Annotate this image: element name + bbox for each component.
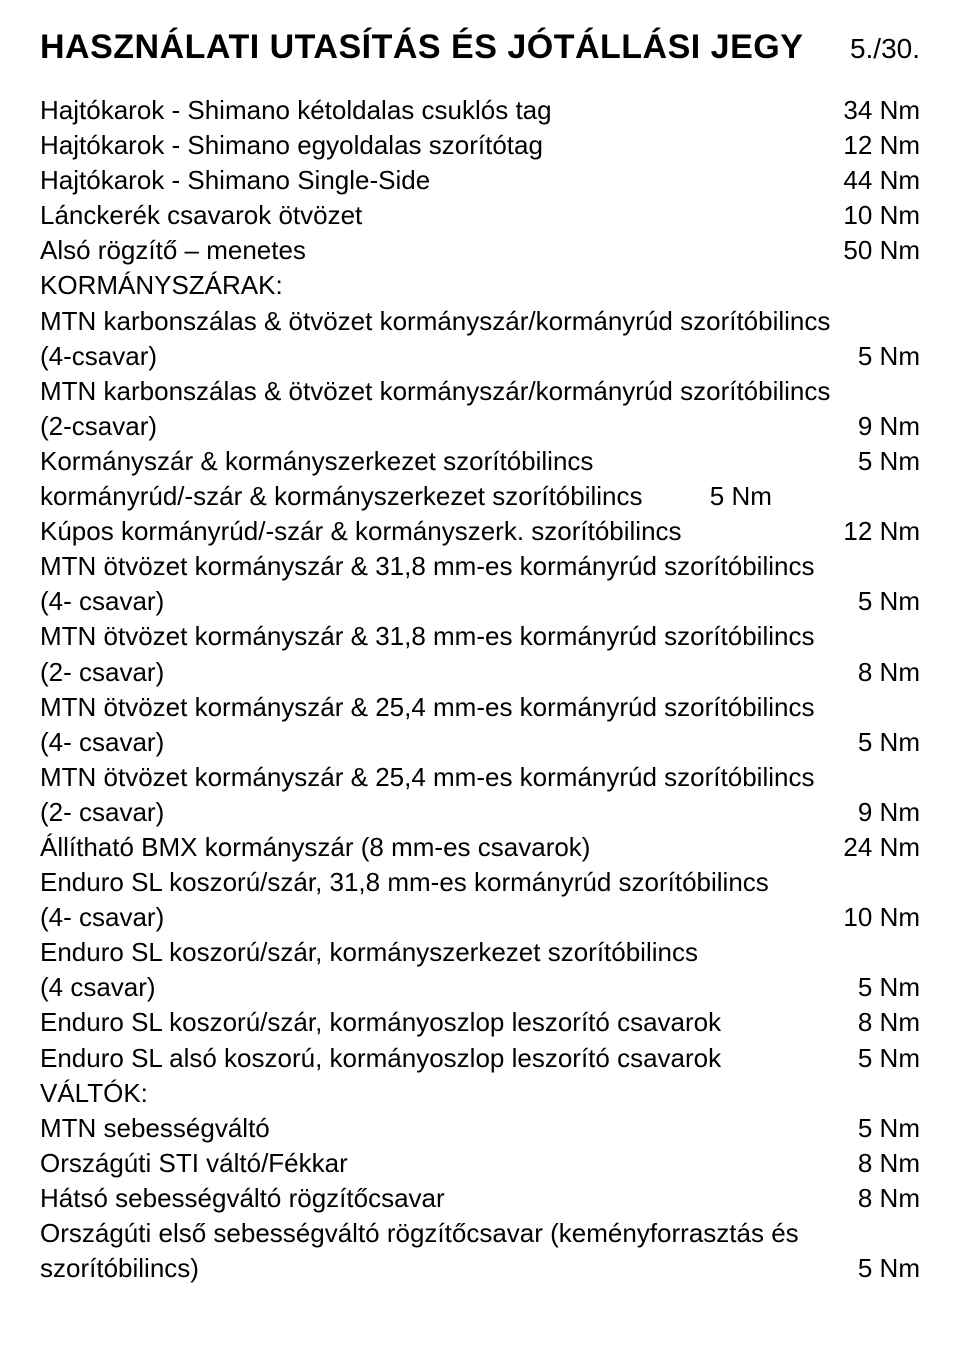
torque-label: Országúti STI váltó/Fékkar	[40, 1146, 348, 1181]
torque-row: szorítóbilincs) 5 Nm	[40, 1251, 920, 1286]
torque-label-top: Enduro SL koszorú/szár, 31,8 mm-es kormá…	[40, 865, 920, 900]
torque-row: Hátsó sebességváltó rögzítőcsavar 8 Nm	[40, 1181, 920, 1216]
torque-row: Hajtókarok - Shimano Single-Side 44 Nm	[40, 163, 920, 198]
torque-value: 5 Nm	[834, 1251, 920, 1286]
torque-label: Enduro SL alsó koszorú, kormányoszlop le…	[40, 1041, 721, 1076]
torque-label-bottom: (2- csavar)	[40, 655, 164, 690]
page-container: HASZNÁLATI UTASÍTÁS ÉS JÓTÁLLÁSI JEGY 5.…	[0, 0, 960, 1314]
torque-label: Állítható BMX kormányszár (8 mm-es csava…	[40, 830, 590, 865]
torque-label-top: Enduro SL koszorú/szár, kormányszerkezet…	[40, 935, 920, 970]
page-number: 5./30.	[850, 33, 920, 65]
torque-value: 24 Nm	[819, 830, 920, 865]
torque-label: Hátsó sebességváltó rögzítőcsavar	[40, 1181, 445, 1216]
torque-value: 34 Nm	[819, 93, 920, 128]
torque-label: Hajtókarok - Shimano kétoldalas csuklós …	[40, 93, 552, 128]
torque-row: (2- csavar) 8 Nm	[40, 655, 920, 690]
torque-label-bottom: (4- csavar)	[40, 584, 164, 619]
torque-value: 8 Nm	[834, 655, 920, 690]
torque-value: 8 Nm	[834, 1005, 920, 1040]
torque-label-bottom: (4-csavar)	[40, 339, 157, 374]
torque-label: Kúpos kormányrúd/-szár & kormányszerk. s…	[40, 514, 682, 549]
torque-row: Alsó rögzítő – menetes 50 Nm	[40, 233, 920, 268]
section-header-valtok: VÁLTÓK:	[40, 1076, 920, 1111]
torque-label-top: Országúti első sebességváltó rögzítőcsav…	[40, 1216, 920, 1251]
torque-value: 8 Nm	[834, 1146, 920, 1181]
torque-label: MTN sebességváltó	[40, 1111, 270, 1146]
torque-value: 12 Nm	[819, 128, 920, 163]
torque-label-top: MTN ötvözet kormányszár & 25,4 mm-es kor…	[40, 690, 920, 725]
torque-label: kormányrúd/-szár & kormányszerkezet szor…	[40, 481, 643, 511]
torque-value: 5 Nm	[834, 584, 920, 619]
torque-row: (2- csavar) 9 Nm	[40, 795, 920, 830]
torque-row: Kormányszár & kormányszerkezet szorítóbi…	[40, 444, 920, 479]
torque-row: Hajtókarok - Shimano egyoldalas szorítót…	[40, 128, 920, 163]
torque-value: 10 Nm	[819, 900, 920, 935]
torque-row: (4 csavar) 5 Nm	[40, 970, 920, 1005]
torque-label-bottom: (2-csavar)	[40, 409, 157, 444]
torque-value: 44 Nm	[819, 163, 920, 198]
torque-value: 9 Nm	[834, 409, 920, 444]
torque-row: MTN sebességváltó 5 Nm	[40, 1111, 920, 1146]
torque-value: 5 Nm	[834, 339, 920, 374]
page-title: HASZNÁLATI UTASÍTÁS ÉS JÓTÁLLÁSI JEGY	[40, 28, 803, 67]
torque-label: Lánckerék csavarok ötvözet	[40, 198, 362, 233]
torque-row-inline: kormányrúd/-szár & kormányszerkezet szor…	[40, 479, 920, 514]
torque-label-bottom: szorítóbilincs)	[40, 1251, 199, 1286]
torque-label-top: MTN karbonszálas & ötvözet kormányszár/k…	[40, 304, 920, 339]
torque-label-top: MTN ötvözet kormányszár & 31,8 mm-es kor…	[40, 549, 920, 584]
torque-label: Hajtókarok - Shimano Single-Side	[40, 163, 430, 198]
torque-row: Lánckerék csavarok ötvözet 10 Nm	[40, 198, 920, 233]
torque-value: 8 Nm	[834, 1181, 920, 1216]
torque-label: Enduro SL koszorú/szár, kormányoszlop le…	[40, 1005, 721, 1040]
torque-value: 5 Nm	[834, 725, 920, 760]
torque-label: Alsó rögzítő – menetes	[40, 233, 306, 268]
torque-label-bottom: (4 csavar)	[40, 970, 156, 1005]
torque-row: Kúpos kormányrúd/-szár & kormányszerk. s…	[40, 514, 920, 549]
torque-row: Országúti STI váltó/Fékkar 8 Nm	[40, 1146, 920, 1181]
torque-label-top: MTN ötvözet kormányszár & 25,4 mm-es kor…	[40, 760, 920, 795]
torque-value: 5 Nm	[710, 481, 772, 511]
torque-label-bottom: (4- csavar)	[40, 725, 164, 760]
section-header-kormanyszarak: KORMÁNYSZÁRAK:	[40, 268, 920, 303]
torque-row: (2-csavar) 9 Nm	[40, 409, 920, 444]
torque-row: (4- csavar) 10 Nm	[40, 900, 920, 935]
torque-value: 9 Nm	[834, 795, 920, 830]
torque-label-bottom: (4- csavar)	[40, 900, 164, 935]
torque-row: (4-csavar) 5 Nm	[40, 339, 920, 374]
torque-row: Hajtókarok - Shimano kétoldalas csuklós …	[40, 93, 920, 128]
torque-label: Kormányszár & kormányszerkezet szorítóbi…	[40, 444, 593, 479]
torque-label-top: MTN ötvözet kormányszár & 31,8 mm-es kor…	[40, 619, 920, 654]
torque-label-bottom: (2- csavar)	[40, 795, 164, 830]
torque-row: Állítható BMX kormányszár (8 mm-es csava…	[40, 830, 920, 865]
torque-value: 10 Nm	[819, 198, 920, 233]
torque-value: 50 Nm	[819, 233, 920, 268]
torque-row: Enduro SL koszorú/szár, kormányoszlop le…	[40, 1005, 920, 1040]
page-header: HASZNÁLATI UTASÍTÁS ÉS JÓTÁLLÁSI JEGY 5.…	[40, 28, 920, 67]
torque-value: 5 Nm	[834, 970, 920, 1005]
torque-row: (4- csavar) 5 Nm	[40, 584, 920, 619]
torque-value: 5 Nm	[834, 444, 920, 479]
torque-value: 12 Nm	[819, 514, 920, 549]
torque-row: (4- csavar) 5 Nm	[40, 725, 920, 760]
torque-row: Enduro SL alsó koszorú, kormányoszlop le…	[40, 1041, 920, 1076]
torque-value: 5 Nm	[834, 1041, 920, 1076]
torque-value: 5 Nm	[834, 1111, 920, 1146]
torque-label: Hajtókarok - Shimano egyoldalas szorítót…	[40, 128, 543, 163]
torque-label-top: MTN karbonszálas & ötvözet kormányszár/k…	[40, 374, 920, 409]
